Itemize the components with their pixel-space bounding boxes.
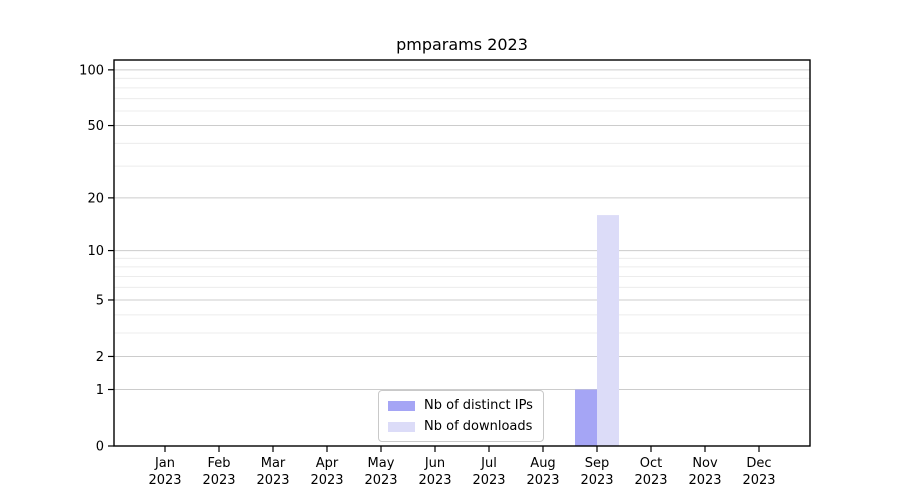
legend-swatch-downloads-icon (388, 421, 415, 432)
y-tick-label-10: 10 (87, 244, 104, 259)
x-tick-label-year-jun: 2023 (418, 473, 451, 488)
x-axis: Jan 2023 Feb 2023 Mar 2023 Apr 2023 May 2023 Jun 20… (148, 446, 776, 488)
x-tick-label-month-mar: Mar (261, 456, 286, 471)
x-tick-label-month-dec: Dec (746, 456, 771, 471)
legend-label-downloads: Nb of downloads (424, 419, 533, 434)
y-tick-label-50: 50 (87, 119, 104, 134)
y-tick-label-5: 5 (96, 293, 104, 308)
x-tick-label-month-nov: Nov (692, 456, 718, 471)
y-tick-label-100: 100 (79, 63, 104, 78)
x-tick-label-month-may: May (368, 456, 395, 471)
x-tick-label-year-jan: 2023 (148, 473, 181, 488)
x-tick-label-year-mar: 2023 (256, 473, 289, 488)
bars (575, 215, 619, 446)
bar-nb-of-distinct-ips-sep-2023 (575, 389, 597, 446)
chart-legend: Nb of distinct IPs Nb of downloads (378, 390, 544, 442)
chart-title: pmparams 2023 (396, 35, 528, 54)
x-tick-label-year-apr: 2023 (310, 473, 343, 488)
x-tick-label-year-sep: 2023 (580, 473, 613, 488)
major-gridlines (114, 69, 810, 391)
legend-label-distinct-ips: Nb of distinct IPs (424, 398, 533, 413)
legend-swatch-distinct-ips-icon (388, 400, 415, 411)
legend-item-distinct-ips: Nb of distinct IPs (388, 396, 533, 415)
y-axis: 0 1 2 5 10 20 50 100 (79, 63, 114, 455)
x-tick-label-year-nov: 2023 (688, 473, 721, 488)
y-tick-label-1: 1 (96, 383, 104, 398)
x-tick-label-year-aug: 2023 (526, 473, 559, 488)
x-tick-label-year-may: 2023 (364, 473, 397, 488)
plot-border (113, 59, 811, 447)
x-tick-label-year-oct: 2023 (634, 473, 667, 488)
bar-nb-of-downloads-sep-2023 (597, 215, 619, 446)
x-tick-label-year-dec: 2023 (742, 473, 775, 488)
x-tick-label-month-jan: Jan (154, 456, 175, 471)
x-tick-label-month-oct: Oct (640, 456, 662, 471)
minor-gridlines (114, 77, 810, 334)
x-tick-label-month-sep: Sep (585, 456, 610, 471)
x-tick-label-month-jun: Jun (424, 456, 445, 471)
legend-item-downloads: Nb of downloads (388, 417, 533, 436)
y-tick-label-2: 2 (96, 350, 104, 365)
x-tick-label-month-apr: Apr (316, 456, 339, 471)
y-tick-label-0: 0 (96, 440, 104, 455)
x-tick-label-year-jul: 2023 (472, 473, 505, 488)
x-tick-label-month-jul: Jul (480, 456, 497, 471)
x-tick-label-year-feb: 2023 (202, 473, 235, 488)
y-tick-label-20: 20 (87, 191, 104, 206)
x-tick-label-month-feb: Feb (207, 456, 230, 471)
x-tick-label-month-aug: Aug (530, 456, 555, 471)
